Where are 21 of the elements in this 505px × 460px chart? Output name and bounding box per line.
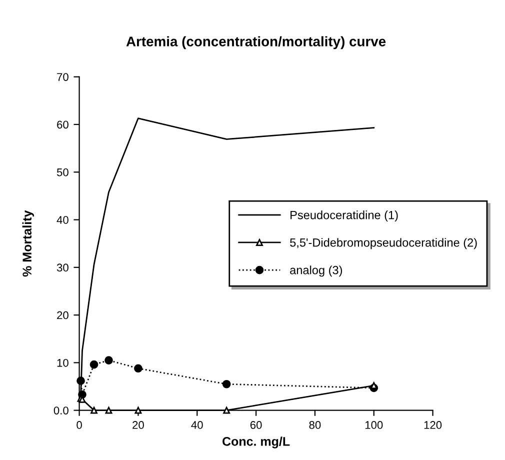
x-tick-label: 0 — [76, 421, 82, 429]
y-tick-label: 60 — [57, 120, 68, 129]
x-tick-label: 60 — [250, 421, 262, 429]
x-tick-label: 20 — [132, 421, 144, 429]
x-tick-label: 100 — [365, 421, 383, 429]
y-tick-label: 70 — [57, 73, 68, 81]
chart-title: Artemia (concentration/mortality) curve — [126, 36, 386, 50]
legend-label: 5,5'-Didebromopseudoceratidine (2) — [290, 238, 477, 250]
x-tick-label: 40 — [191, 421, 203, 429]
y-tick-label: 0.0 — [54, 406, 68, 414]
y-tick-label: 30 — [56, 264, 68, 272]
y-tick-label: 10 — [57, 358, 68, 367]
legend-label: Pseudoceratidine (1) — [290, 210, 398, 222]
legend-label: analog (3) — [290, 266, 342, 277]
x-axis-title: Conc. mg/L — [222, 436, 290, 448]
y-tick-label: 40 — [56, 216, 68, 224]
y-axis-title: % Mortality — [22, 210, 34, 277]
y-tick-label: 20 — [57, 311, 68, 320]
x-tick-label: 80 — [309, 421, 321, 429]
y-tick-label: 50 — [56, 168, 68, 176]
x-tick-label: 120 — [424, 421, 442, 429]
